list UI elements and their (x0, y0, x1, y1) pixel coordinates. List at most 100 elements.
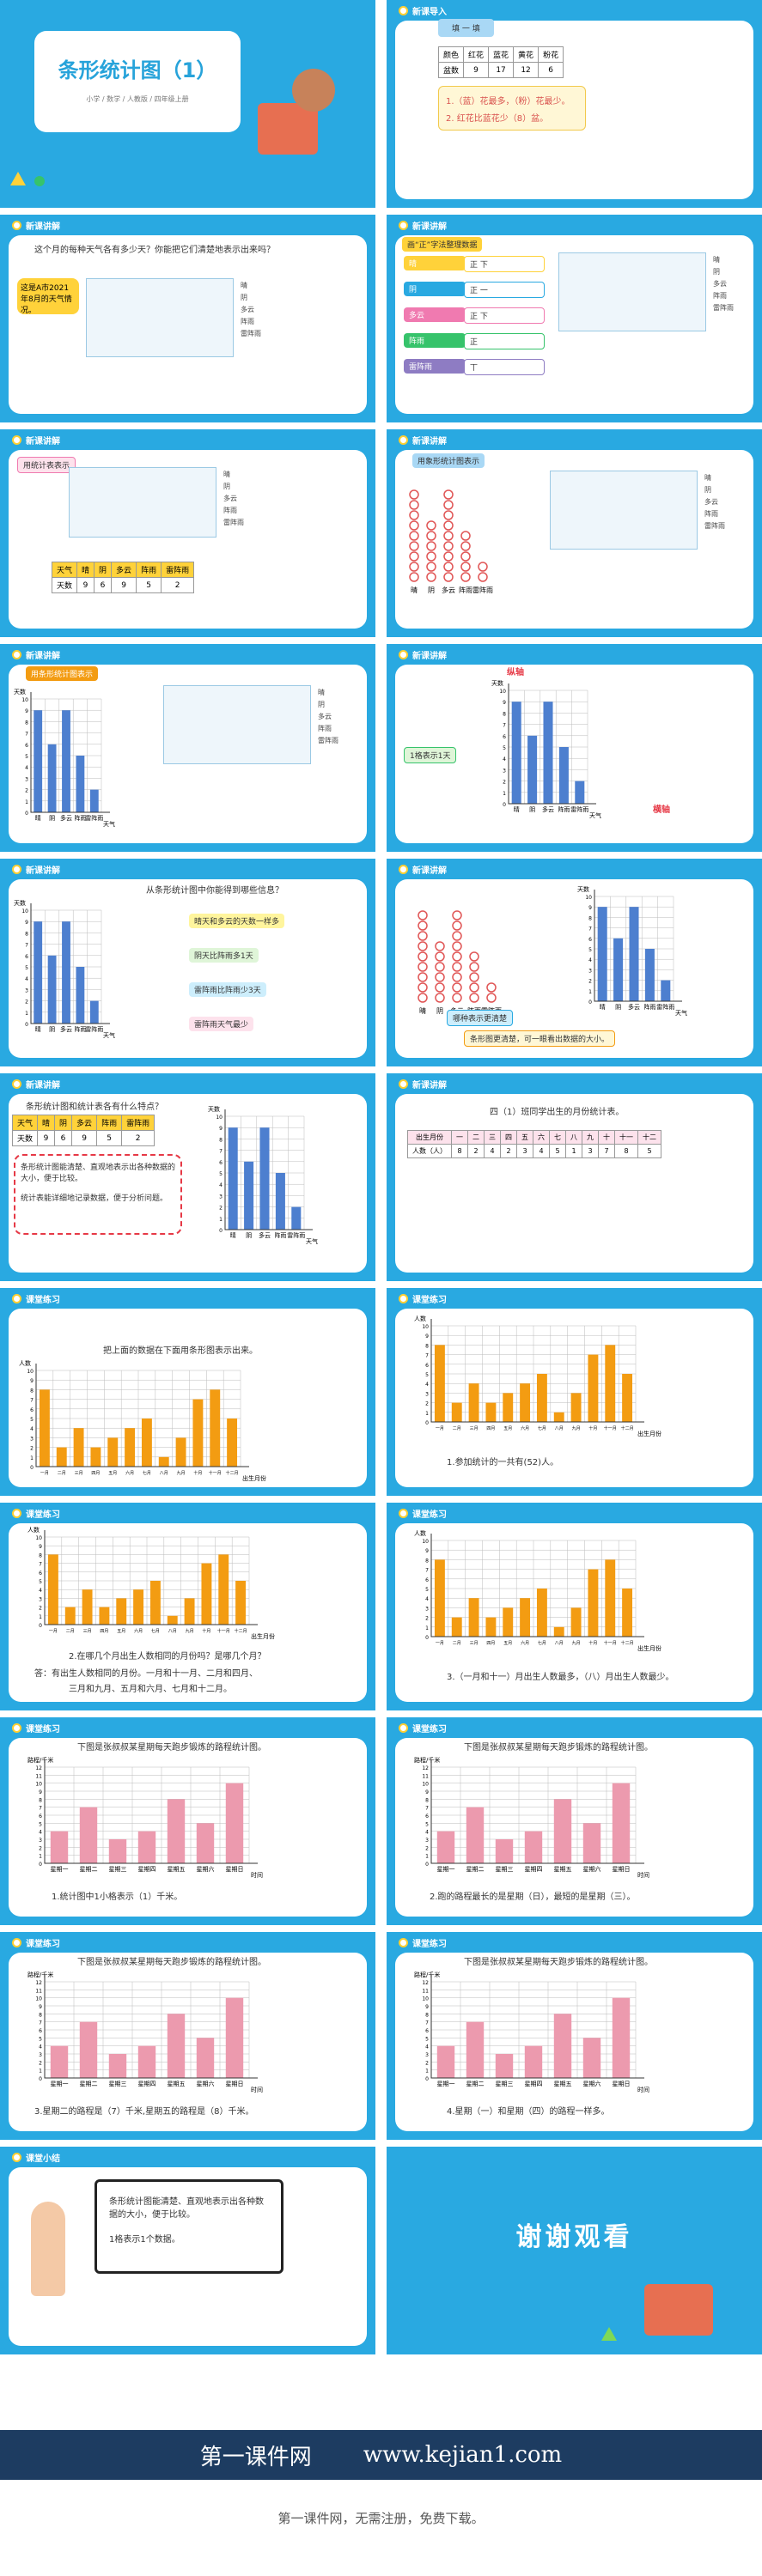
y-tick-label: 10 (35, 1782, 42, 1788)
y-axis-label: 人数 (27, 1526, 40, 1534)
slide-grid: 条形统计图（1） 小学 / 数学 / 人教版 / 四年级上册 新课导入 填 一 … (0, 0, 762, 2354)
pictograph-mark (409, 541, 419, 551)
fact-3: 雷阵雨比阵雨少3天 (189, 982, 266, 997)
slide-run-1[interactable]: 课堂练习 下图是张叔叔某星期每天跑步锻炼的路程统计图。 0 1 2 3 4 5 6 7 8 9 10… (0, 1717, 375, 1925)
bar (629, 907, 639, 1001)
slide-body: 填 一 填 颜色 红花 蓝花 黄花 粉花 盆数 9 17 12 6 1.（蓝）花最多，（粉）花最… (395, 19, 753, 199)
y-tick-label: 0 (30, 1465, 34, 1471)
header-dot-icon (399, 1722, 408, 1733)
slide-thanks[interactable]: 谢谢观看 (387, 2147, 762, 2354)
bar (167, 1799, 186, 1863)
site-url[interactable]: www.kejian1.com (363, 2442, 563, 2468)
slide-summary[interactable]: 课堂小结 条形统计图能清楚、直观地表示出各种数据的大小，便于比较。 1格表示1个… (0, 2147, 375, 2354)
slide-run-4[interactable]: 课堂练习 下图是张叔叔某星期每天跑步锻炼的路程统计图。 0 1 2 3 4 5 6 7 8 9 10… (387, 1932, 762, 2140)
y-tick-label: 0 (39, 2076, 42, 2082)
axis-line (44, 1975, 258, 2079)
y-tick-label: 7 (503, 723, 506, 729)
y-tick-label: 9 (588, 905, 592, 911)
slide-run-2[interactable]: 课堂练习 下图是张叔叔某星期每天跑步锻炼的路程统计图。 0 1 2 3 4 5 6 7 8 9 10… (387, 1717, 762, 1925)
pictograph-mark (443, 500, 454, 510)
pictograph-mark (418, 993, 428, 1003)
pictograph-mark (435, 982, 445, 993)
axis-line (430, 1319, 644, 1423)
note-bubble: 这是A市2021年8月的天气情况。 (17, 278, 79, 315)
slide-run-3[interactable]: 课堂练习 下图是张叔叔某星期每天跑步锻炼的路程统计图。 0 1 2 3 4 5 6 7 8 9 10… (0, 1932, 375, 2140)
category-label: 星期六 (583, 1865, 601, 1873)
header-dot-icon (12, 649, 21, 659)
y-tick-label: 8 (39, 1552, 42, 1558)
slide-bar-intro[interactable]: 新课讲解 用条形统计图表示 0 1 2 3 4 5 6 7 8 9 10 晴阴多云 阵雨 雷阵雨 天数 天气 … (0, 644, 375, 852)
y-tick-label: 0 (39, 1623, 42, 1629)
category-label: 多云 (60, 814, 72, 822)
x-axis-label: 时间 (637, 2086, 649, 2093)
y-tick-label: 2 (30, 1446, 34, 1452)
weather-calendar (550, 471, 698, 550)
y-axis-label: 路程/千米 (27, 1756, 53, 1764)
header-dot-icon (399, 1508, 408, 1518)
category-label: 星期四 (138, 2081, 156, 2087)
y-tick-label: 4 (425, 1382, 429, 1388)
category-label: 多云 (259, 1231, 271, 1239)
y-tick-label: 2 (25, 788, 28, 794)
x-axis-label: 天气 (675, 1009, 687, 1017)
category-label: 晴 (411, 586, 418, 594)
slide-axes[interactable]: 新课讲解 0 1 2 3 4 5 6 7 8 9 10 晴 阴多云 阵雨 雷阵雨 天数 天气 纵轴 横轴 1格表… (387, 644, 762, 852)
slide-tally[interactable]: 新课讲解 画“正”字法整理数据 晴正 下阴正 一多云正 下阵雨正雷阵雨丅 晴阴多… (387, 215, 762, 422)
slide-birth-table[interactable]: 新课讲解 四（1）班同学出生的月份统计表。 出生月份一二三四五六七八九十十一 十二… (387, 1073, 762, 1281)
slide-info[interactable]: 新课讲解 0 1 2 3 4 5 6 7 8 9 10 晴阴多云 阵雨 雷阵雨 天数 天气 从条形统计图中你能… (0, 859, 375, 1066)
slide-pictograph[interactable]: 新课讲解 用象形统计图表示 晴阴多云 阵雨 雷阵雨 晴阴多云 阵雨 雷阵雨 (387, 429, 762, 637)
slide-title[interactable]: 条形统计图（1） 小学 / 数学 / 人教版 / 四年级上册 (0, 0, 375, 208)
header-dot-icon (12, 1293, 21, 1303)
category-label: 星期六 (197, 2080, 215, 2087)
slide-practice-2[interactable]: 课堂练习 0 1 2 3 4 5 6 7 8 9 10 一月 二月 三月 四月 五月 六月 七月 八月 九月 十月 十一月… (0, 1503, 375, 1710)
category-label: 六月 (521, 1640, 529, 1646)
y-tick-label: 10 (216, 1115, 223, 1121)
category-label: 九月 (572, 1425, 581, 1431)
category-label: 星期五 (554, 1866, 572, 1873)
y-tick-label: 9 (39, 1789, 42, 1795)
category-label: 十月 (588, 1425, 597, 1431)
bar (50, 2045, 69, 2078)
header-dot-icon (399, 1293, 408, 1303)
slide-header: 新课讲解 (399, 1077, 447, 1091)
slide-practice-1[interactable]: 课堂练习 0 1 2 3 4 5 6 7 8 9 10 一月 二月 三月 四月 五月 六月 七月 八月 九月 十月 十一月… (387, 1288, 762, 1496)
y-tick-label: 4 (588, 957, 592, 963)
slide-body: 用象形统计图表示 晴阴多云 阵雨 雷阵雨 晴阴多云 阵雨 雷阵雨 (395, 450, 753, 629)
slide-header: 课堂练习 (399, 1291, 447, 1305)
bar (76, 967, 85, 1024)
slide-practice-3[interactable]: 课堂练习 0 1 2 3 4 5 6 7 8 9 10 一月 二月 三月 四月 五月 六月 七月 八月 九月 十月 十一月… (387, 1503, 762, 1710)
slide-practice-draw[interactable]: 课堂练习 把上面的数据在下面用条形图表示出来。 0 1 2 3 4 5 6 7 8 9 10 一月 二月… (0, 1288, 375, 1496)
y-tick-label: 4 (425, 1596, 429, 1602)
pictograph-mark (426, 562, 436, 572)
bar (622, 1589, 633, 1637)
pictograph-mark (460, 562, 471, 572)
table-cell: 一 (451, 1130, 468, 1145)
slide-stat-table[interactable]: 新课讲解 用统计表表示 晴阴多云 阵雨 雷阵雨 天气晴阴多云 阵雨 雷阵雨 天数 9 6 9 5… (0, 429, 375, 637)
pictograph-mark (435, 962, 445, 972)
slide-features[interactable]: 新课讲解 条形统计图和统计表各有什么特点？ 天气晴阴多云 阵雨 雷阵雨 天数 9 6 9 5… (0, 1073, 375, 1281)
y-tick-label: 6 (30, 1407, 34, 1413)
category-label: 八月 (168, 1629, 177, 1634)
bar (133, 1589, 144, 1625)
category-label: 四月 (486, 1426, 495, 1431)
y-tick-label: 6 (39, 1571, 42, 1577)
bar (62, 710, 70, 812)
slide-intro[interactable]: 新课导入 填 一 填 颜色 红花 蓝花 黄花 粉花 盆数 9 17 12 6 1.（蓝）花最多，… (387, 0, 762, 208)
y-tick-label: 4 (425, 1830, 429, 1836)
pictograph-mark (443, 572, 454, 582)
category-label: 十一月 (604, 1640, 617, 1646)
slide-body: 0 1 2 3 4 5 6 7 8 9 10 一月 二月 三月 四月 五月 六月 七月 八月 九月 十月 十一月 十二月 人数… (395, 1309, 753, 1487)
slide-weather-question[interactable]: 新课讲解 这个月的每种天气各有多少天？你能把它们清楚地表示出来吗？ 这是A市20… (0, 215, 375, 422)
category-label: 一月 (436, 1426, 444, 1431)
y-tick-label: 7 (425, 2020, 429, 2026)
table-cell: 7 (598, 1144, 615, 1158)
bar (434, 1559, 445, 1637)
triangle-shape (10, 172, 26, 185)
y-tick-label: 4 (425, 2044, 429, 2050)
y-tick-label: 7 (39, 2020, 42, 2026)
weather-calendar (558, 252, 706, 331)
category-label: 星期四 (525, 2081, 543, 2087)
category-label: 阴 (246, 1231, 252, 1239)
y-tick-label: 6 (425, 1577, 429, 1583)
